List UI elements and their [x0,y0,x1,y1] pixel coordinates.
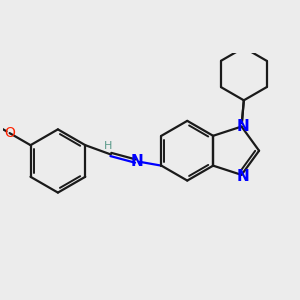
Text: N: N [131,154,144,169]
Text: N: N [237,169,250,184]
Text: N: N [236,119,249,134]
Text: O: O [4,126,15,140]
Text: H: H [104,141,112,151]
